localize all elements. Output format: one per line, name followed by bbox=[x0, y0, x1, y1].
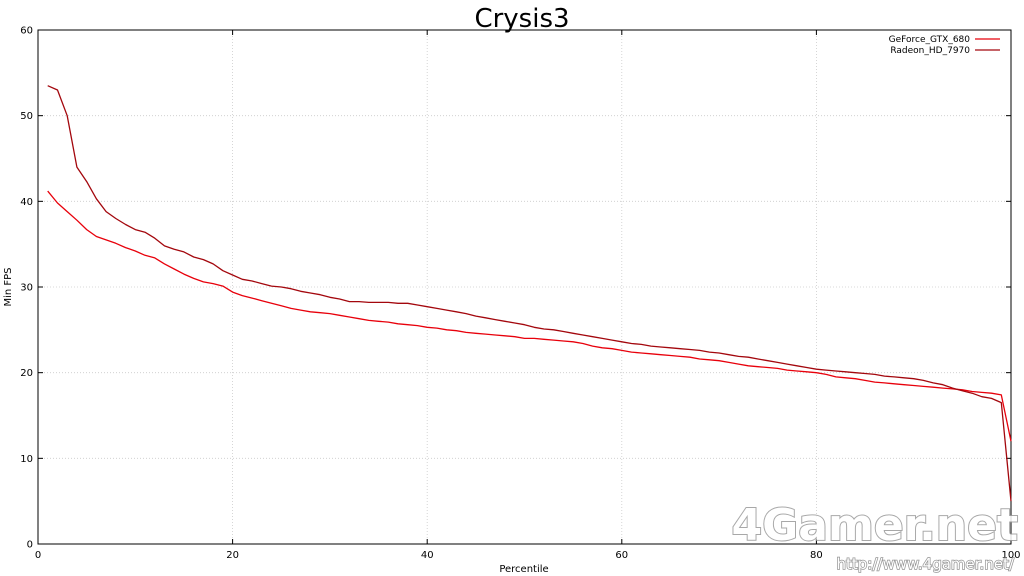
legend-label-geforce: GeForce_GTX_680 bbox=[889, 35, 971, 45]
x-tick-label: 0 bbox=[35, 550, 41, 561]
y-tick-label: 20 bbox=[20, 368, 33, 379]
axis-ticks: 0 20 40 60 80 100 0 10 20 30 40 50 60 bbox=[20, 26, 1020, 562]
watermark-logo: 4Gamer.net bbox=[732, 500, 1018, 551]
y-tick-label: 60 bbox=[20, 26, 33, 37]
y-axis-label: Min FPS bbox=[3, 267, 14, 306]
x-tick-label: 80 bbox=[810, 550, 823, 561]
series-line-geforce-gtx-680 bbox=[47, 190, 1012, 442]
watermark-url: http://www.4gamer.net/ bbox=[837, 555, 1015, 573]
x-tick-label: 100 bbox=[1001, 550, 1020, 561]
x-tick-label: 20 bbox=[226, 550, 239, 561]
x-axis-label: Percentile bbox=[499, 564, 548, 575]
y-tick-label: 40 bbox=[20, 197, 33, 208]
series-line-radeon-hd-7970 bbox=[47, 85, 1012, 502]
x-tick-label: 60 bbox=[615, 550, 628, 561]
y-tick-label: 50 bbox=[20, 111, 33, 122]
y-tick-label: 0 bbox=[27, 540, 33, 551]
y-tick-label: 10 bbox=[20, 454, 33, 465]
x-tick-label: 40 bbox=[421, 550, 434, 561]
gridlines bbox=[38, 30, 1011, 544]
legend-label-radeon: Radeon_HD_7970 bbox=[890, 46, 970, 56]
series-lines bbox=[47, 85, 1012, 502]
chart-title: Crysis3 bbox=[474, 4, 569, 34]
legend: GeForce_GTX_680 Radeon_HD_7970 bbox=[889, 35, 1000, 56]
y-tick-label: 30 bbox=[20, 283, 33, 294]
